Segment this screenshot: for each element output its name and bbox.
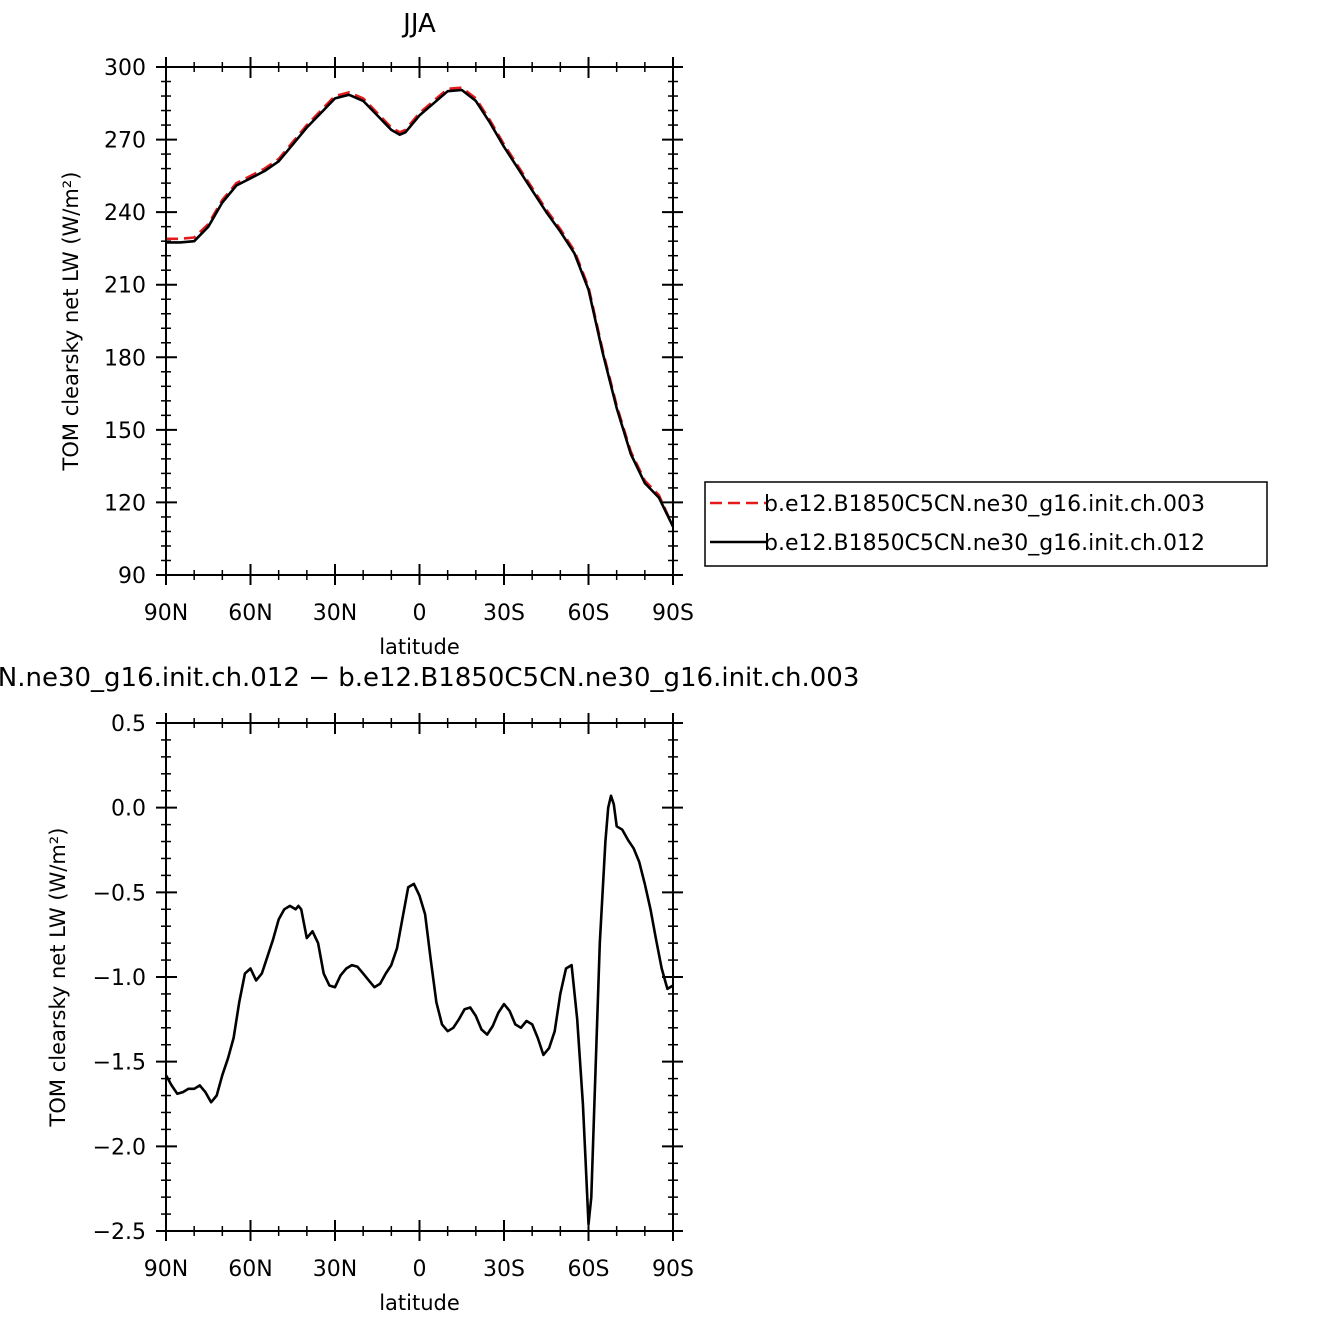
series-group [166, 86, 675, 528]
y-tick-label: 240 [104, 201, 146, 226]
x-tick-label: 60N [228, 601, 272, 626]
x-tick-label: 90N [144, 1257, 188, 1282]
y-tick-label: 300 [104, 56, 146, 81]
y-tick-label: 0.0 [111, 797, 146, 822]
legend-box [704, 481, 1268, 567]
legend: b.e12.B1850C5CN.ne30_g16.init.ch.003 b.e1… [704, 481, 1268, 567]
y-tick-label: 0.5 [111, 712, 146, 737]
plot-frame [165, 66, 674, 576]
x-tick-label: 90S [652, 1257, 694, 1282]
x-tick-label: 90N [144, 601, 188, 626]
y-ticks: −2.5 −2.0 −1.5 −1.0 −0.5 0.0 0.5 [93, 712, 683, 1245]
series-group [164, 794, 674, 1226]
y-tick-label: −0.5 [93, 881, 146, 906]
x-tick-label: 30S [483, 1257, 525, 1282]
x-tick-label: 0 [413, 601, 427, 626]
y-tick-label: −2.0 [93, 1135, 146, 1160]
chart-title: JJA [401, 9, 436, 39]
plot-frame [165, 722, 674, 1232]
x-tick-label: 60S [568, 1257, 610, 1282]
x-tick-label: 30S [483, 601, 525, 626]
x-ticks: 90N 60N 30N 0 30S 60S 90S [144, 57, 694, 626]
x-tick-label: 60S [568, 601, 610, 626]
x-tick-label: 0 [413, 1257, 427, 1282]
chart-panel-1: JJA 90 120 150 180 210 240 270 300 90N 60N 30N 0 30S 6… [59, 9, 1268, 659]
x-axis-label: latitude [379, 635, 460, 659]
series-line-1 [164, 794, 674, 1226]
x-tick-label: 30N [313, 601, 357, 626]
y-tick-label: 120 [104, 491, 146, 516]
chart-panel-2: CN.ne30_g16.init.ch.012 − b.e12.B1850C5C… [0, 663, 859, 1315]
y-tick-label: 270 [104, 129, 146, 154]
x-tick-label: 90S [652, 601, 694, 626]
x-tick-label: 60N [228, 1257, 272, 1282]
chart-title: CN.ne30_g16.init.ch.012 − b.e12.B1850C5C… [0, 663, 859, 693]
y-ticks: 90 120 150 180 210 240 270 300 [104, 56, 683, 589]
y-tick-label: 180 [104, 346, 146, 371]
y-tick-label: −1.5 [93, 1051, 146, 1076]
series-line-2 [166, 88, 675, 528]
x-axis-label: latitude [379, 1291, 460, 1315]
series-line-1 [166, 86, 675, 528]
x-tick-label: 30N [313, 1257, 357, 1282]
y-tick-label: 90 [118, 564, 146, 589]
y-tick-label: 150 [104, 419, 146, 444]
y-axis-label: TOM clearsky net LW (W/m²) [46, 828, 70, 1128]
legend-label-1: b.e12.B1850C5CN.ne30_g16.init.ch.003 [764, 492, 1205, 517]
y-tick-label: −1.0 [93, 966, 146, 991]
y-tick-label: −2.5 [93, 1220, 146, 1245]
y-axis-label: TOM clearsky net LW (W/m²) [59, 172, 83, 472]
x-ticks: 90N 60N 30N 0 30S 60S 90S [144, 713, 694, 1282]
y-tick-label: 210 [104, 274, 146, 299]
legend-label-2: b.e12.B1850C5CN.ne30_g16.init.ch.012 [764, 531, 1205, 556]
